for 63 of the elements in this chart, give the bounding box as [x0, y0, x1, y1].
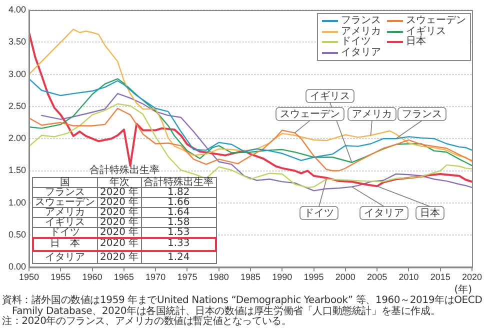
annotation: フランス: [32, 187, 98, 198]
y-tick-label: 2.50: [8, 100, 26, 111]
text: 資料：諸外国の数値は1959 年までUnited Nations “Demographic Yearbook” 等、1960～2019年はOECD Family Database、2020年は各国統計、日本の数値は厚生労働省「人口動態統計」を基に作成。: [2, 295, 484, 316]
y-tick-label: 3.50: [8, 36, 26, 47]
annotation: アメリカ: [352, 109, 392, 120]
annotation: イギリス: [32, 217, 98, 228]
annotation: 年次: [98, 177, 142, 188]
annotation: イタリア: [364, 208, 404, 220]
x-tick-label: 2020: [462, 272, 482, 282]
x-tick-label: 1955: [50, 272, 71, 282]
annotation: フランス: [402, 109, 442, 120]
x-tick-label: 2005: [367, 272, 388, 282]
x-tick-label: 2015: [430, 272, 450, 282]
annotation: 1.24: [141, 250, 216, 264]
y-tick-label: 4.00: [8, 4, 26, 14]
y-tick-label: 0.50: [8, 230, 26, 240]
x-tick-label: 1970: [146, 272, 166, 282]
legend-label: スウェーデン: [406, 15, 466, 26]
annotation: 国: [32, 177, 98, 188]
x-tick-label: 1980: [208, 272, 229, 282]
x-tick-label: 1960: [82, 272, 102, 282]
y-tick-label: 1.50: [8, 165, 26, 176]
annotation: 2020 年: [98, 227, 142, 238]
x-tick-label: 2010: [398, 272, 419, 282]
annotation: スウェーデン: [32, 197, 98, 208]
annotation: スウェーデン: [280, 109, 340, 120]
annotation: 2020 年: [98, 217, 142, 228]
x-tick-label: 1975: [177, 272, 198, 282]
legend-label: フランス: [341, 15, 381, 26]
annotation: ドイツ: [304, 208, 334, 220]
annotation: アメリカ: [32, 207, 98, 218]
annotation: 1.58: [141, 217, 216, 228]
legend-label: アメリカ: [341, 26, 381, 36]
annotation: 2020 年: [98, 197, 142, 208]
y-tick-label: 1.00: [8, 197, 26, 208]
y-tick-label: 2.00: [8, 133, 26, 144]
y-tick-label: 3.00: [8, 68, 26, 79]
y-tick-label: 0.00: [8, 262, 26, 272]
annotation: イタリア: [32, 250, 98, 264]
annotation: ドイツ: [32, 227, 98, 238]
annotation: 1.82: [141, 187, 216, 198]
x-tick-label: 1995: [304, 272, 324, 282]
x-axis-title: (年): [454, 284, 472, 296]
legend-label: イギリス: [406, 26, 446, 36]
annotation: 1.64: [141, 207, 216, 218]
annotation: 2020 年: [98, 207, 142, 218]
annotation: 合計特殊出生率: [141, 177, 216, 188]
x-tick-label: 1985: [240, 272, 261, 282]
annotation: 合計特殊出生率: [89, 165, 160, 176]
legend-label: イタリア: [341, 46, 381, 58]
annotation: 1.66: [141, 197, 216, 208]
annotation: イギリス: [310, 90, 350, 102]
legend-label: 日本: [406, 36, 426, 48]
annotation: 2020 年: [98, 250, 142, 264]
x-tick-label: 1965: [114, 272, 134, 282]
legend-label: ドイツ: [341, 36, 371, 48]
x-tick-label: 1990: [272, 272, 292, 282]
x-tick-label: 2000: [335, 272, 356, 282]
text: 注：2020年のフランス、アメリカの数値は暫定値となっている。: [2, 316, 292, 328]
annotation: 1.53: [141, 227, 216, 238]
annotation: 日本: [420, 207, 440, 220]
x-tick-label: 1950: [18, 272, 40, 282]
annotation: 2020 年: [98, 187, 142, 198]
